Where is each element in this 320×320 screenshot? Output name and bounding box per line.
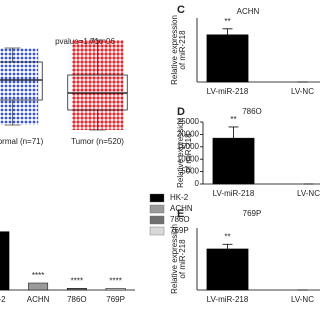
chart-title: 769P — [243, 209, 262, 218]
legend-swatch — [149, 193, 165, 203]
significance-label: **** — [32, 271, 44, 280]
chart-title: ACHN — [237, 7, 260, 16]
bar — [212, 137, 255, 185]
box — [0, 61, 43, 101]
y-axis-label: Relative expression — [176, 118, 185, 188]
y-axis-label: Relative expression — [170, 224, 179, 294]
bar — [28, 282, 49, 291]
x-tick-label: LV-miR-218 — [207, 295, 249, 304]
x-tick-label: Tumor (n=520) — [71, 137, 124, 146]
legend-label: 769P — [170, 226, 189, 235]
x-tick-label: K-2 — [0, 295, 6, 304]
y-tick-label: 0 — [195, 179, 200, 188]
x-tick-label: ACHN — [27, 295, 50, 304]
bar — [105, 288, 126, 291]
y-tick-label: 15000 — [177, 142, 200, 151]
y-axis-label: of miR-218 — [184, 133, 193, 173]
x-tick-label: LV-NC — [297, 189, 320, 198]
panel-letter: D — [177, 106, 185, 118]
y-tick-label: 20000 — [177, 130, 200, 139]
panel-letter: E — [177, 208, 184, 220]
point-cloud — [0, 48, 39, 125]
legend-swatch — [149, 215, 165, 225]
significance-label: **** — [109, 276, 121, 285]
significance-label: **** — [71, 276, 83, 285]
x-tick-label: LV-miR-218 — [213, 189, 255, 198]
y-axis-label: of miR-218 — [178, 30, 187, 70]
legend-swatch — [149, 226, 165, 236]
y-tick-label: 10000 — [177, 154, 200, 163]
legend-label: 786O — [170, 215, 190, 224]
x-tick-label: 769P — [106, 295, 125, 304]
x-tick-label: LV-NC — [291, 87, 314, 96]
y-tick-label: 5000 — [181, 167, 199, 176]
x-tick-label: ormal (n=71) — [0, 137, 44, 146]
bar — [206, 248, 249, 291]
y-axis-label: Relative expression — [170, 15, 179, 85]
legend-label: HK-2 — [170, 193, 189, 202]
bar — [0, 231, 10, 291]
bar — [66, 288, 87, 291]
panel-letter: C — [177, 4, 185, 16]
chart-title: 786O — [242, 107, 262, 116]
bar — [206, 34, 249, 83]
significance-label: ** — [224, 17, 230, 26]
y-tick-label: 25000 — [177, 117, 200, 126]
y-axis-label: of miR-218 — [178, 239, 187, 279]
significance-label: ** — [224, 232, 230, 241]
significance-label: ** — [230, 115, 236, 124]
x-tick-label: LV-NC — [291, 295, 314, 304]
x-tick-label: 786O — [67, 295, 87, 304]
x-tick-label: LV-miR-218 — [207, 87, 249, 96]
legend-label: ACHN — [170, 204, 193, 213]
legend-swatch — [149, 204, 165, 214]
